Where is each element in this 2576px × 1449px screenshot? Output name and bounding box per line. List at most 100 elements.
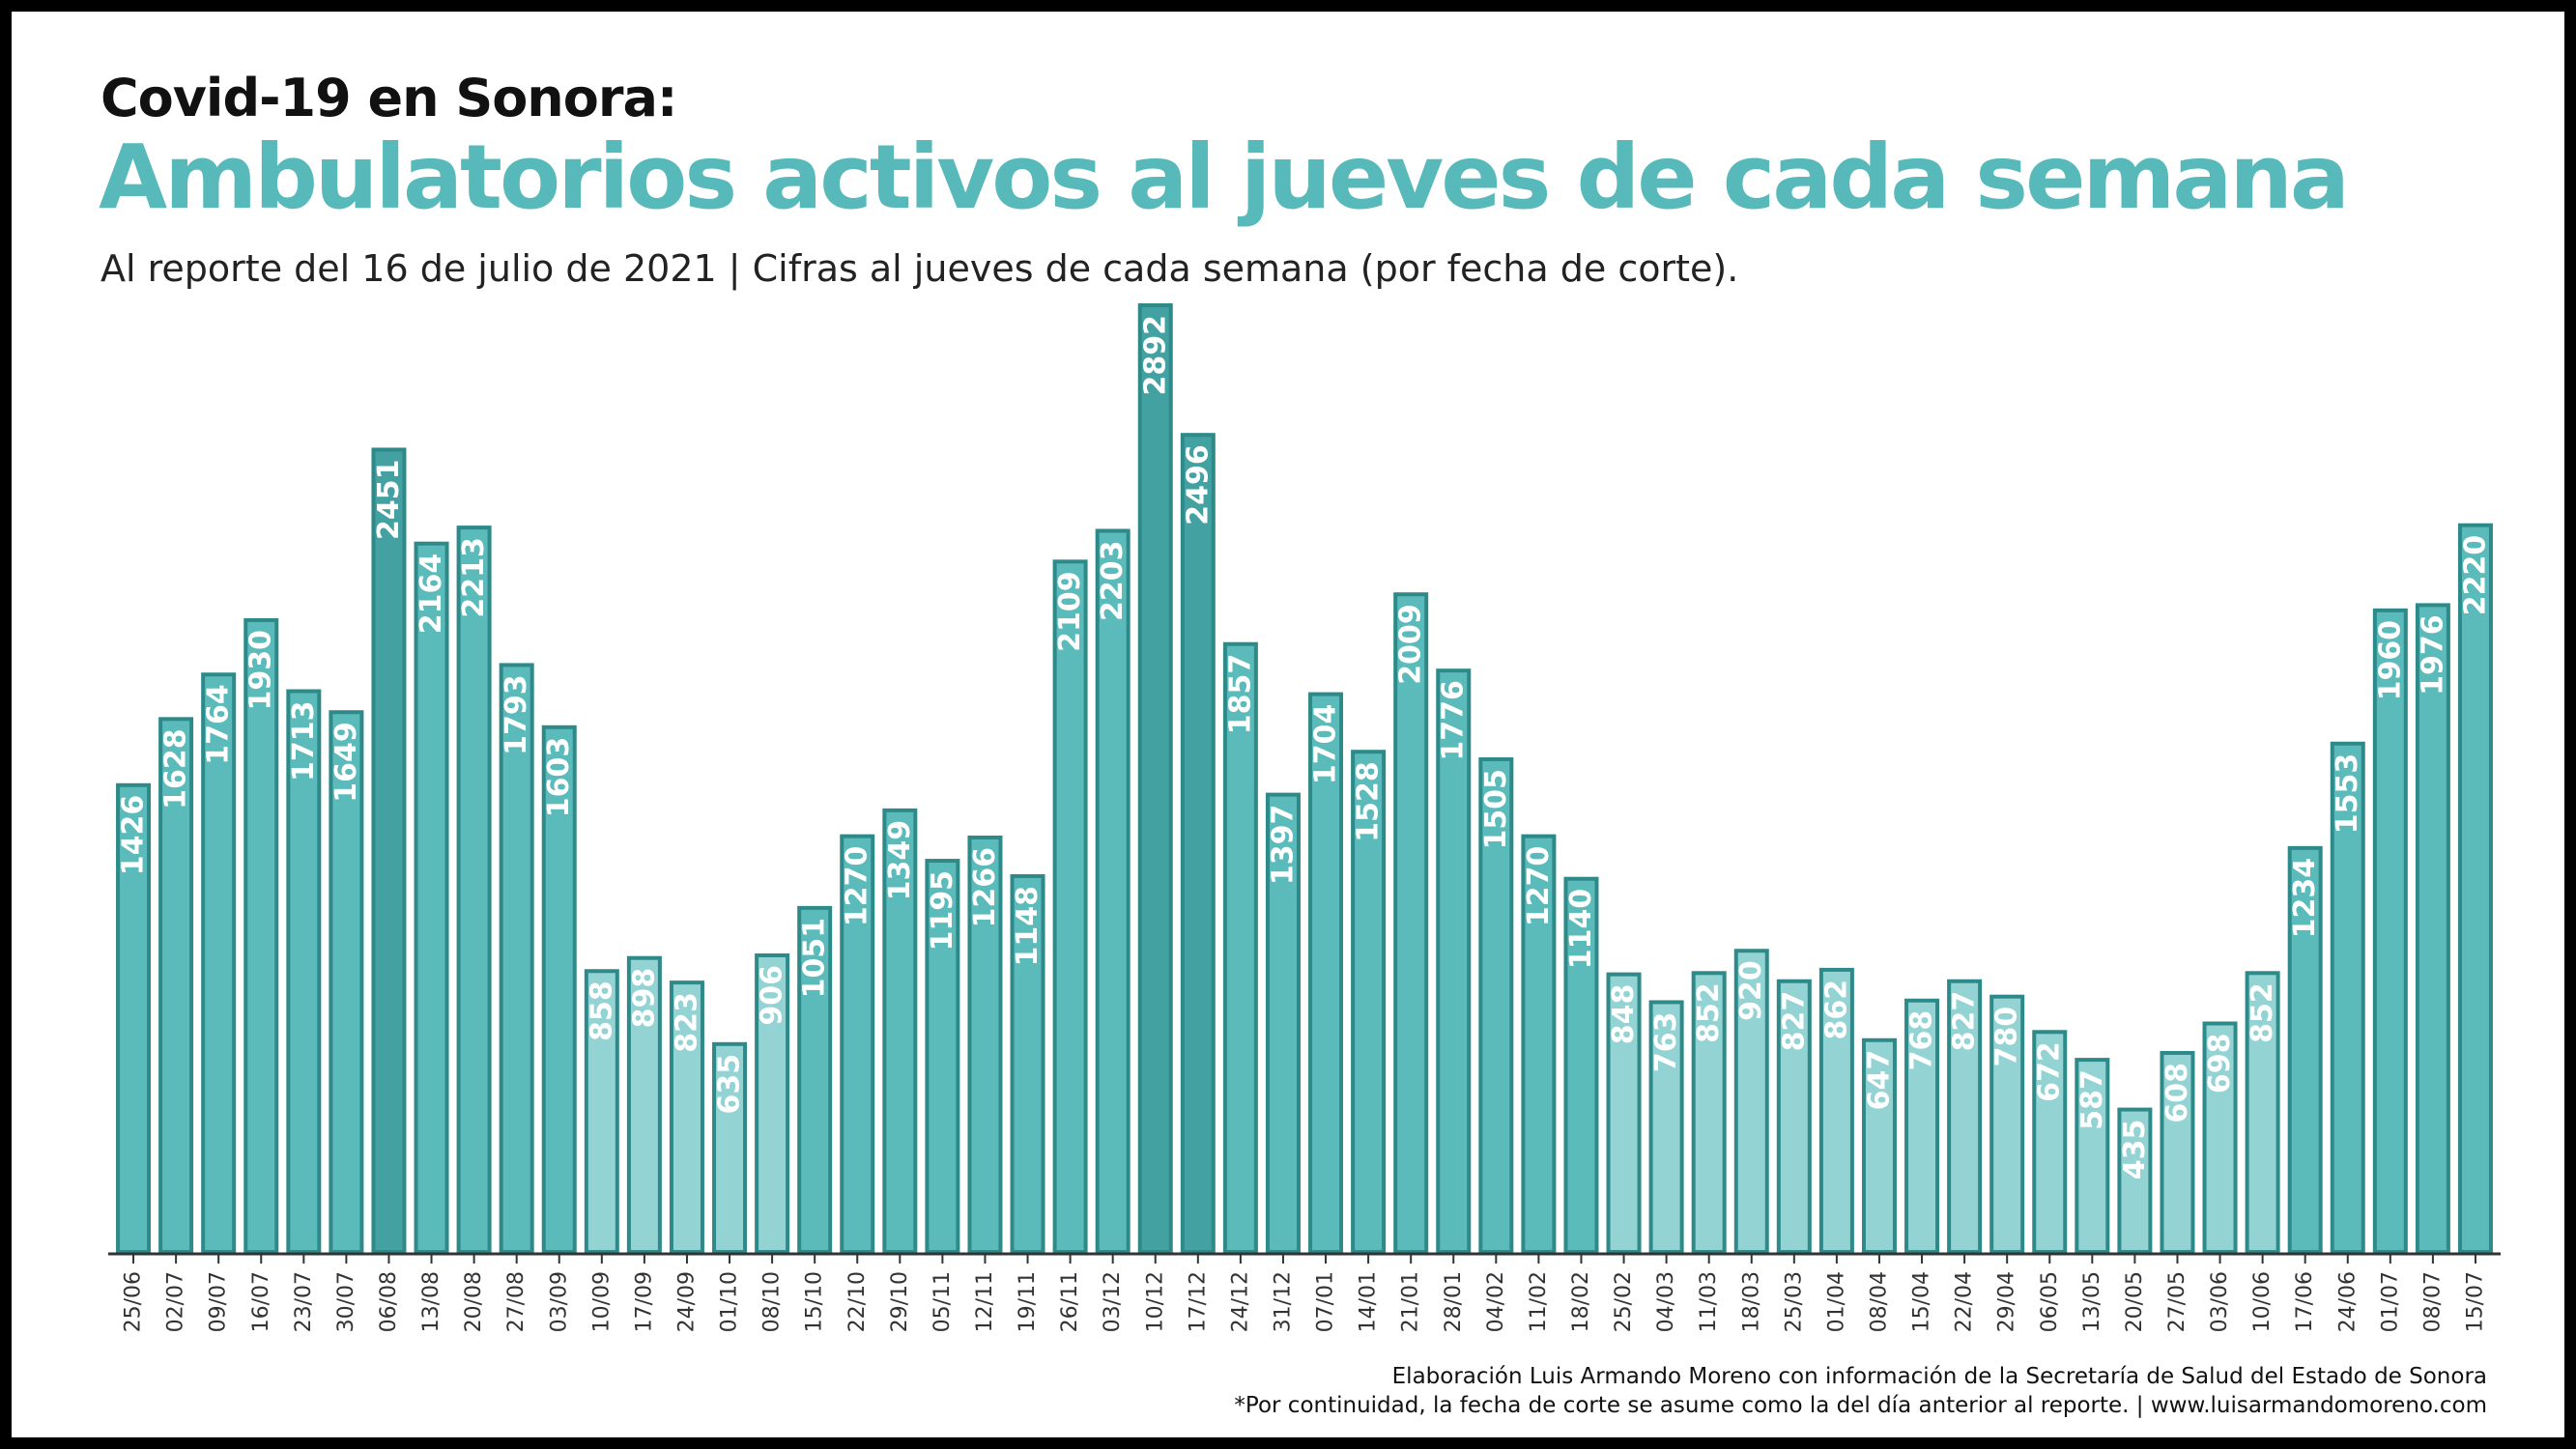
x-tick-label: 05/11 (930, 1271, 955, 1332)
bar-18/03 (1733, 949, 1769, 1254)
x-tick-label: 28/01 (1442, 1271, 1466, 1332)
bar-25/02 (1606, 972, 1642, 1254)
credit-block: Elaboración Luis Armando Moreno con info… (1234, 1362, 2487, 1420)
x-tick-label: 04/02 (1484, 1271, 1508, 1332)
x-tick-label: 10/06 (2250, 1271, 2275, 1332)
value-label: 906 (756, 965, 789, 1026)
value-label: 2496 (1181, 444, 1215, 526)
x-tick-label: 29/10 (888, 1271, 912, 1332)
value-label: 635 (713, 1054, 747, 1115)
value-label: 780 (1990, 1007, 2024, 1067)
bar-10/06 (2245, 971, 2280, 1254)
x-tick-label: 17/12 (1186, 1271, 1210, 1332)
bar-23/07 (286, 689, 322, 1254)
bar-04/02 (1478, 757, 1514, 1254)
x-tick-label: 21/01 (1399, 1271, 1423, 1332)
bar-30/07 (329, 710, 364, 1254)
bar-13/08 (414, 541, 449, 1254)
bar-08/10 (755, 952, 790, 1254)
bar-05/11 (925, 859, 960, 1254)
value-label: 2164 (415, 554, 448, 635)
value-label: 647 (1862, 1050, 1896, 1111)
bar-04/03 (1648, 1000, 1684, 1254)
bar-13/05 (2075, 1058, 2110, 1254)
value-label: 1603 (542, 737, 576, 818)
value-label: 672 (2033, 1041, 2067, 1102)
bar-01/07 (2372, 608, 2408, 1254)
value-label: 1195 (926, 870, 959, 952)
chart-title: Ambulatorios activos al jueves de cada s… (99, 126, 2350, 229)
value-label: 827 (1948, 991, 1982, 1052)
bar-10/12 (1137, 303, 1173, 1254)
x-tick-label: 25/06 (122, 1271, 146, 1332)
bar-02/07 (158, 717, 194, 1254)
x-tick-label: 01/10 (718, 1271, 742, 1332)
x-tick-label: 11/03 (1697, 1271, 1721, 1332)
value-label: 1270 (841, 846, 874, 927)
x-tick-label: 22/04 (1953, 1271, 1977, 1332)
value-label: 1270 (1522, 846, 1556, 927)
value-label: 1148 (1011, 886, 1045, 967)
bar-24/09 (669, 980, 704, 1254)
value-label: 920 (1734, 960, 1768, 1021)
value-label: 1505 (1479, 769, 1513, 850)
value-label: 1649 (329, 722, 363, 803)
x-tick-label: 13/05 (2080, 1271, 2104, 1332)
x-tick-label: 04/03 (1654, 1271, 1678, 1332)
x-tick-label: 26/11 (1058, 1271, 1082, 1332)
value-label: 2451 (372, 459, 406, 540)
x-tick-label: 12/11 (973, 1271, 997, 1332)
chart-frame: Covid-19 en Sonora: Ambulatorios activos… (12, 12, 2564, 1437)
chart-suptitle: Covid-19 en Sonora: (100, 68, 678, 128)
x-tick-label: 20/05 (2123, 1271, 2147, 1332)
bar-29/10 (882, 808, 918, 1254)
bar-03/12 (1095, 528, 1131, 1254)
bar-26/11 (1052, 559, 1088, 1254)
x-tick-label: 23/07 (292, 1271, 316, 1332)
value-label: 1553 (2331, 753, 2364, 835)
value-label: 1426 (117, 795, 151, 876)
value-label: 1764 (202, 684, 236, 765)
bar-15/07 (2457, 523, 2493, 1254)
x-tick-label: 18/02 (1569, 1271, 1593, 1332)
x-tick-label: 27/08 (504, 1271, 529, 1332)
x-ticks-group: 25/06 02/07 09/07 16/07 23/07 30/07 06/08 13/08… (122, 1254, 2487, 1332)
bar-18/02 (1563, 876, 1599, 1254)
bar-15/10 (797, 905, 833, 1254)
value-label: 2109 (1053, 571, 1087, 652)
value-label: 1793 (500, 674, 533, 755)
value-label: 2213 (457, 537, 491, 618)
bar-03/09 (541, 724, 577, 1254)
value-label: 1397 (1266, 805, 1300, 886)
x-tick-label: 03/06 (2208, 1271, 2232, 1332)
x-tick-label: 24/12 (1228, 1271, 1252, 1332)
bar-25/06 (116, 782, 152, 1255)
x-tick-label: 09/07 (207, 1271, 231, 1332)
value-label: 1528 (1352, 761, 1386, 842)
bar-01/10 (712, 1041, 748, 1254)
bar-11/02 (1521, 834, 1557, 1254)
value-label: 898 (627, 968, 661, 1029)
bar-21/01 (1393, 592, 1429, 1254)
x-tick-label: 08/10 (760, 1271, 785, 1332)
bar-16/07 (243, 617, 279, 1254)
x-tick-label: 15/07 (2463, 1271, 2487, 1332)
value-label: 1628 (159, 728, 193, 810)
bar-01/04 (1818, 967, 1854, 1254)
x-tick-label: 15/04 (1910, 1271, 1934, 1332)
value-label: 852 (2246, 982, 2279, 1043)
bar-20/05 (2117, 1107, 2153, 1255)
x-tick-label: 07/01 (1314, 1271, 1338, 1332)
value-label: 1776 (1437, 680, 1471, 761)
x-tick-label: 29/04 (1995, 1271, 2019, 1332)
bar-09/07 (201, 672, 237, 1254)
value-label: 852 (1692, 982, 1726, 1043)
x-tick-label: 19/11 (1016, 1271, 1040, 1332)
value-label: 1266 (968, 847, 1002, 928)
x-tick-label: 18/03 (1739, 1271, 1763, 1332)
value-label: 2892 (1138, 315, 1172, 396)
value-label: 1704 (1309, 704, 1343, 785)
x-tick-label: 25/02 (1612, 1271, 1636, 1332)
